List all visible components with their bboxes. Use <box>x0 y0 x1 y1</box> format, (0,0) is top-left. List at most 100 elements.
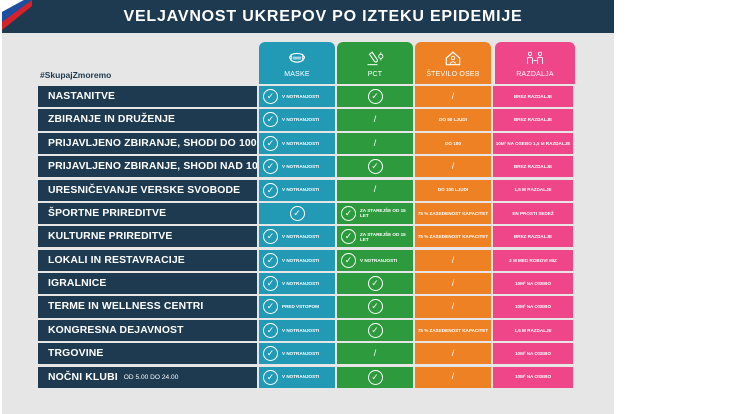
table-row: KONGRESNA DEJAVNOST ✓ V NOTRANJOSTI ✓ 75 % Z… <box>38 319 577 341</box>
check-icon: ✓ <box>367 159 383 175</box>
cell-maske: ✓ <box>259 202 335 225</box>
cell-value: DO 50 LJUDI <box>439 117 467 123</box>
cell-note: V NOTRANJOSTI <box>282 351 320 357</box>
cell-maske: ✓ V NOTRANJOSTI <box>259 179 335 201</box>
row-label: URESNIČEVANJE VERSKE SVOBODE <box>48 184 241 196</box>
check-icon: ✓ <box>367 322 383 338</box>
cell--tevilo-oseb: / <box>415 249 491 271</box>
row-label-cell: PRIJAVLJENO ZBIRANJE, SHODI NAD 100 <box>38 156 257 178</box>
check-icon: ✓ <box>263 346 278 362</box>
cell-maske: ✓ V NOTRANJOSTI <box>259 319 335 341</box>
row-label-cell: IGRALNICE <box>38 273 257 295</box>
row-label-cell: PRIJAVLJENO ZBIRANJE, SHODI DO 100 <box>38 132 257 154</box>
cell-razdalja: BREZ RAZDALJE <box>493 226 573 248</box>
cell-razdalja: 10M² NA OSEBO <box>493 273 573 295</box>
cell-maske: ✓ V NOTRANJOSTI <box>259 343 335 365</box>
table-row: TRGOVINE ✓ V NOTRANJOSTI / / 10M² NA OSEBO <box>38 343 577 365</box>
cell--tevilo-oseb: / <box>415 86 491 108</box>
table-row: PRIJAVLJENO ZBIRANJE, SHODI DO 100 ✓ V NOT… <box>38 132 577 154</box>
cell-note: ZA STAREJŠE OD 15 LET <box>360 231 406 242</box>
row-label: ZBIRANJE IN DRUŽENJE <box>48 114 176 126</box>
check-icon: ✓ <box>263 182 278 198</box>
check-icon: ✓ <box>263 299 278 315</box>
cell--tevilo-oseb: / <box>415 273 491 295</box>
cell-note: V NOTRANJOSTI <box>282 93 320 99</box>
table-row: URESNIČEVANJE VERSKE SVOBODE ✓ V NOTRANJOS… <box>38 179 577 201</box>
table-row: KULTURNE PRIREDITVE ✓ V NOTRANJOSTI ✓ ZA STA… <box>38 226 577 248</box>
cell-pct: ✓ <box>337 156 413 178</box>
cell-razdalja: 1,5 M RAZDALJE <box>493 319 573 341</box>
row-label: NASTANITVE <box>48 91 116 103</box>
cell--tevilo-oseb: 75 % ZASEDENOST KAPACITET <box>415 202 491 225</box>
table-row: TERME IN WELLNESS CENTRI ✓ PRED VSTOPOM ✓ / 1… <box>38 296 577 318</box>
cell-note: V NOTRANJOSTI <box>282 187 320 193</box>
cell-value: 10M² NA OSEBO <box>514 374 552 380</box>
row-label-cell: TRGOVINE <box>38 343 257 365</box>
cell-value: DO 100 <box>445 140 461 146</box>
row-label: PRIJAVLJENO ZBIRANJE, SHODI DO 100 <box>48 137 257 149</box>
cell-razdalja: 10M² NA OSEBO <box>493 296 573 318</box>
check-icon: ✓ <box>341 252 356 268</box>
column-label-maske: MASKE <box>284 70 310 78</box>
row-label: TERME IN WELLNESS CENTRI <box>48 301 204 313</box>
check-icon: ✓ <box>341 229 356 245</box>
table-row: LOKALI IN RESTAVRACIJE ✓ V NOTRANJOSTI ✓ V N… <box>38 249 577 271</box>
not-applicable-mark: / <box>373 137 377 148</box>
not-applicable-mark: / <box>451 161 455 172</box>
check-icon: ✓ <box>289 205 305 221</box>
check-icon: ✓ <box>367 276 383 292</box>
cell-maske: ✓ V NOTRANJOSTI <box>259 249 335 271</box>
cell-pct: ✓ ZA STAREJŠE OD 15 LET <box>337 202 413 225</box>
header-bar: VELJAVNOST UKREPOV PO IZTEKU EPIDEMIJE <box>2 0 614 33</box>
cell-pct: ✓ <box>337 319 413 341</box>
row-label-cell: KULTURNE PRIREDITVE <box>38 226 257 248</box>
check-icon: ✓ <box>367 89 383 105</box>
cell-pct: ✓ <box>337 296 413 318</box>
not-applicable-mark: / <box>373 184 377 195</box>
cell-razdalja: BREZ RAZDALJE <box>493 156 573 178</box>
cell-maske: ✓ V NOTRANJOSTI <box>259 156 335 178</box>
cell-note: ZA STAREJŠE OD 15 LET <box>360 208 406 219</box>
table-row: NOČNI KLUBI OD 5.00 DO 24.00 ✓ V NOTRANJOST… <box>38 366 577 388</box>
cell-maske: ✓ PRED VSTOPOM <box>259 296 335 318</box>
check-icon: ✓ <box>263 159 278 175</box>
cell-note: V NOTRANJOSTI <box>360 257 398 263</box>
column-label-stevilo-oseb: ŠTEVILO OSEB <box>426 70 480 78</box>
row-label: NOČNI KLUBI <box>48 371 118 383</box>
cell-value: 75 % ZASEDENOST KAPACITET <box>417 210 489 216</box>
row-label-cell: LOKALI IN RESTAVRACIJE <box>38 249 257 271</box>
row-label: ŠPORTNE PRIREDITVE <box>48 207 167 219</box>
row-label-cell: TERME IN WELLNESS CENTRI <box>38 296 257 318</box>
cell--tevilo-oseb: / <box>415 296 491 318</box>
column-header-stevilo-oseb: ŠTEVILO OSEB <box>415 42 491 84</box>
cell-maske: ✓ V NOTRANJOSTI <box>259 273 335 295</box>
column-header-razdalja: RAZDALJA <box>495 42 575 84</box>
cell-note: V NOTRANJOSTI <box>282 257 320 263</box>
cell-note: V NOTRANJOSTI <box>282 327 320 333</box>
cell-value: 10M² NA OSEBO 1,5 M RAZDALJE <box>495 140 571 146</box>
cell--tevilo-oseb: / <box>415 366 491 388</box>
cell-value: BREZ RAZDALJE <box>513 93 553 99</box>
not-applicable-mark: / <box>451 301 455 312</box>
house-person-icon <box>445 50 461 65</box>
cell-razdalja: BREZ RAZDALJE <box>493 109 573 131</box>
check-icon: ✓ <box>263 112 278 128</box>
not-applicable-mark: / <box>451 254 455 265</box>
row-label-cell: KONGRESNA DEJAVNOST <box>38 319 257 341</box>
cell-pct: ✓ <box>337 273 413 295</box>
row-label: IGRALNICE <box>48 278 107 290</box>
row-sublabel: OD 5.00 DO 24.00 <box>123 373 179 381</box>
cell-pct: ✓ <box>337 86 413 108</box>
cell-maske: ✓ V NOTRANJOSTI <box>259 86 335 108</box>
cell-razdalja: 10M² NA OSEBO <box>493 343 573 365</box>
row-label-cell: NOČNI KLUBI OD 5.00 DO 24.00 <box>38 366 257 388</box>
cell-maske: ✓ V NOTRANJOSTI <box>259 226 335 248</box>
cell-value: BREZ RAZDALJE <box>513 234 553 240</box>
not-applicable-mark: / <box>451 90 455 101</box>
cell-pct: / <box>337 343 413 365</box>
column-label-pct: PCT <box>367 70 383 78</box>
check-icon: ✓ <box>367 299 383 315</box>
not-applicable-mark: / <box>451 371 455 382</box>
cell-note: V NOTRANJOSTI <box>282 140 320 146</box>
cell-value: 10M² NA OSEBO <box>514 280 552 286</box>
